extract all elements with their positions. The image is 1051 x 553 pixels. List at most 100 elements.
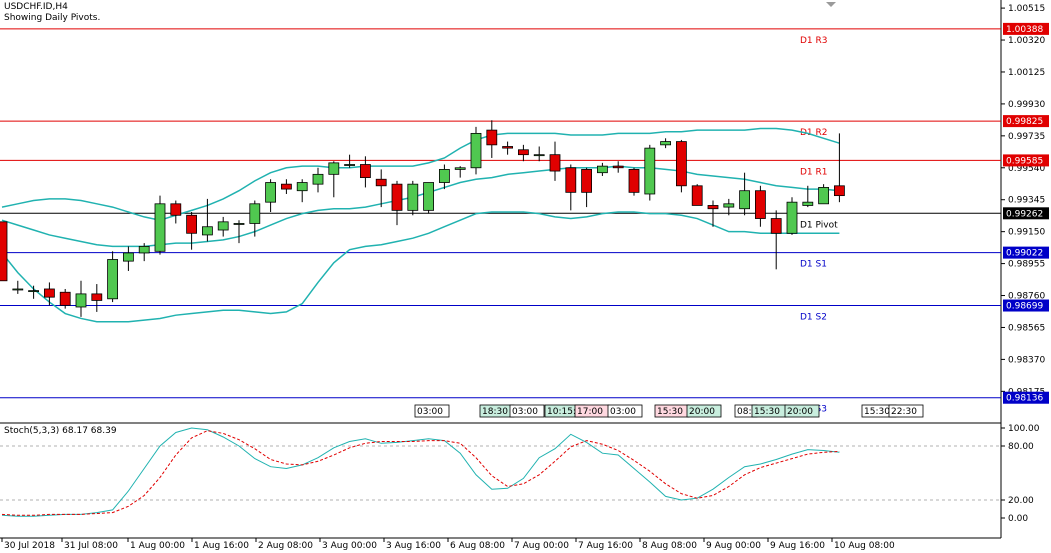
candle-body	[249, 203, 261, 224]
candle-body	[375, 178, 387, 187]
candle[interactable]	[75, 280, 87, 317]
candle[interactable]	[549, 141, 561, 181]
session-time-marker-label: 03:00	[512, 407, 538, 417]
candle[interactable]	[359, 156, 371, 188]
price-tick-label: 1.00515	[1008, 4, 1045, 14]
candle[interactable]	[438, 164, 450, 190]
candle[interactable]	[12, 280, 24, 294]
candle-body	[486, 129, 498, 146]
candle[interactable]	[628, 167, 640, 196]
candle[interactable]	[154, 195, 166, 255]
candle[interactable]	[123, 246, 134, 271]
pivot-label: D1 S1	[800, 260, 827, 270]
candle-body	[723, 203, 735, 208]
candle[interactable]	[660, 138, 671, 149]
candle-body	[660, 141, 671, 146]
price-tick-label: 1.00320	[1008, 36, 1045, 46]
candle[interactable]	[755, 185, 766, 227]
candle-body	[344, 164, 356, 166]
pivot-price-tag	[1003, 22, 1049, 35]
candle-body	[438, 169, 450, 183]
candle-body	[470, 132, 482, 169]
stochastic-tick-label: 0.00	[1008, 514, 1028, 524]
candle[interactable]	[644, 144, 656, 201]
candle[interactable]	[328, 161, 340, 198]
candle[interactable]	[565, 164, 577, 211]
pivot-label: D1 R3	[800, 36, 828, 46]
candle[interactable]	[44, 282, 55, 306]
candle[interactable]	[201, 198, 213, 242]
candle[interactable]	[28, 285, 40, 299]
session-time-marker-label: 03:00	[610, 407, 636, 417]
pivot-price-tag-label: 0.99022	[1006, 249, 1043, 259]
candle-body	[170, 203, 182, 216]
candle[interactable]	[486, 120, 498, 158]
candle[interactable]	[423, 182, 435, 214]
candle[interactable]	[691, 184, 703, 206]
candle[interactable]	[786, 197, 798, 235]
stochastic-indicator-title: Stoch(5,3,3) 68.17 68.39	[4, 426, 117, 436]
candle[interactable]	[739, 172, 750, 216]
candle[interactable]	[0, 221, 8, 282]
pivot-price-tag	[1003, 207, 1049, 220]
candle[interactable]	[375, 169, 387, 208]
candle[interactable]	[312, 167, 324, 193]
candle[interactable]	[707, 200, 719, 227]
pivot-price-tag	[1003, 246, 1049, 259]
candle[interactable]	[59, 288, 71, 309]
session-time-marker-label: 03:00	[417, 407, 443, 417]
candle[interactable]	[470, 126, 482, 175]
price-tick-label: 0.99345	[1008, 196, 1045, 206]
pivot-price-tag	[1003, 154, 1049, 167]
bollinger-band-lower	[1, 211, 840, 323]
candle[interactable]	[296, 179, 308, 203]
candle[interactable]	[280, 179, 292, 194]
stochastic-main-line	[1, 427, 840, 517]
candle[interactable]	[391, 180, 403, 226]
candle-body	[186, 214, 198, 234]
candle[interactable]	[676, 139, 687, 193]
candle[interactable]	[533, 146, 545, 162]
candle[interactable]	[170, 200, 182, 224]
candle[interactable]	[502, 141, 514, 155]
candle[interactable]	[407, 180, 419, 216]
candle[interactable]	[344, 154, 356, 168]
candle[interactable]	[581, 167, 592, 208]
price-tick-label: 0.99930	[1008, 100, 1045, 110]
candle[interactable]	[818, 184, 829, 205]
chart-shift-marker[interactable]	[826, 2, 836, 7]
candle[interactable]	[723, 198, 735, 216]
candle[interactable]	[186, 212, 198, 250]
candle[interactable]	[597, 162, 608, 176]
candle-body	[233, 223, 245, 225]
time-tick-label: 7 Aug 16:00	[578, 541, 633, 550]
candle[interactable]	[802, 185, 814, 208]
time-tick-label: 30 Jul 2018	[4, 541, 55, 550]
candle[interactable]	[454, 166, 466, 178]
candle-body	[391, 183, 403, 211]
candle-body	[123, 252, 134, 262]
candle-body	[565, 167, 577, 193]
candle[interactable]	[834, 133, 845, 203]
candle[interactable]	[612, 161, 624, 173]
candle-body	[107, 259, 118, 300]
candle-body	[328, 162, 340, 175]
candle[interactable]	[265, 179, 277, 212]
candle[interactable]	[138, 243, 150, 262]
candle[interactable]	[518, 144, 529, 162]
candle[interactable]	[249, 200, 261, 237]
candle[interactable]	[91, 284, 103, 312]
candle[interactable]	[107, 251, 118, 303]
candle-body	[138, 245, 150, 254]
session-time-marker	[784, 404, 820, 418]
candle[interactable]	[770, 210, 782, 270]
candle-body	[755, 190, 766, 219]
candle[interactable]	[217, 216, 229, 237]
candle[interactable]	[233, 220, 245, 244]
pivot-label: D1 S2	[800, 313, 827, 323]
price-tick-label: 0.98565	[1008, 323, 1045, 333]
candle-body	[59, 291, 71, 306]
candle-body	[265, 182, 277, 203]
